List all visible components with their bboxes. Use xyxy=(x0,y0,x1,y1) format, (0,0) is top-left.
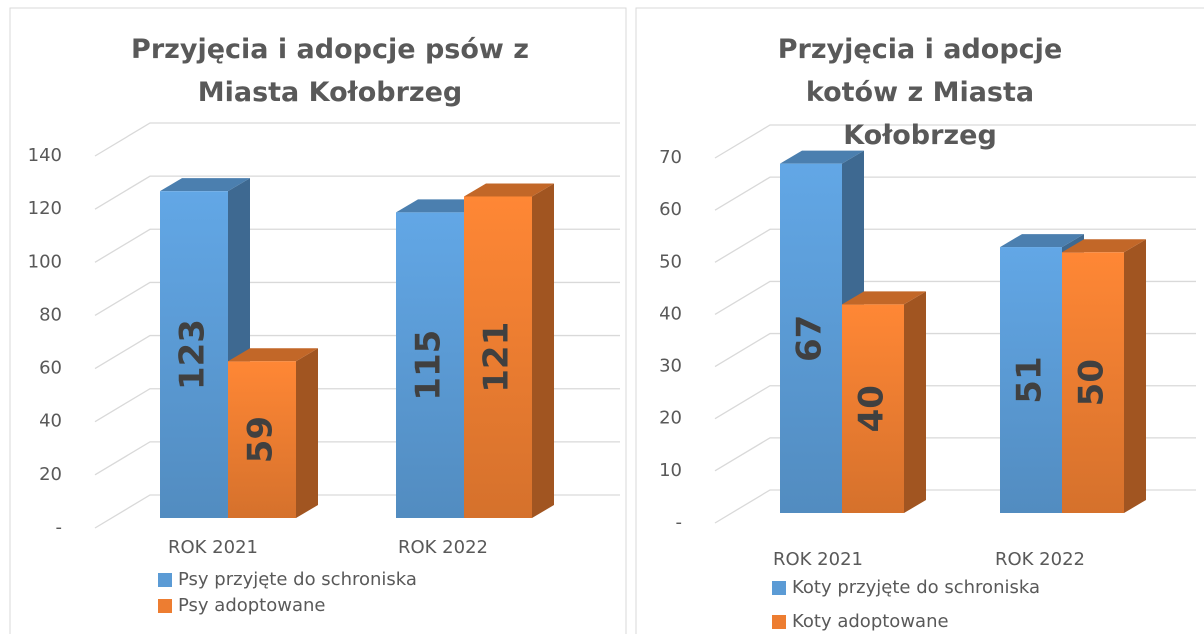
legend-swatch xyxy=(158,573,172,587)
grid-line xyxy=(94,122,620,157)
legend-swatch xyxy=(772,615,786,629)
bar-top xyxy=(780,150,864,164)
bar-top xyxy=(464,183,554,197)
x-tick-label: ROK 2022 xyxy=(995,549,1085,570)
bar xyxy=(228,361,296,518)
data-label: 51 xyxy=(1010,356,1050,403)
bar xyxy=(160,191,228,518)
data-label: 123 xyxy=(173,319,213,390)
legend-label: Psy adoptowane xyxy=(178,595,326,616)
bar-side xyxy=(532,183,554,518)
y-tick-label: 140 xyxy=(28,145,62,166)
bar xyxy=(464,196,532,518)
bar xyxy=(780,163,842,513)
bar xyxy=(1062,252,1124,514)
chart-title: Przyjęcia i adopcje kotów z Miasta Kołob… xyxy=(777,34,1063,151)
y-tick-label: 50 xyxy=(659,251,682,272)
y-tick-label: 60 xyxy=(39,358,62,379)
legend-label: Psy przyjęte do schroniska xyxy=(178,569,417,590)
bar-top xyxy=(160,178,250,192)
chart-title: Przyjęcia i adopcje psów z Miasta Kołobr… xyxy=(131,34,529,108)
legend-label: Koty przyjęte do schroniska xyxy=(792,577,1040,598)
y-tick-label: - xyxy=(56,517,63,538)
y-tick-label: 10 xyxy=(659,460,682,481)
chart-panel xyxy=(635,7,1204,634)
data-label: 115 xyxy=(409,330,449,401)
legend-swatch xyxy=(772,581,786,595)
y-tick-label: 60 xyxy=(659,199,682,220)
bar-top xyxy=(842,291,926,305)
y-tick-label: 120 xyxy=(28,198,62,219)
y-tick-label: 40 xyxy=(659,303,682,324)
x-tick-label: ROK 2022 xyxy=(398,537,488,558)
grid-line xyxy=(94,175,620,210)
data-label: 59 xyxy=(241,416,281,463)
bar xyxy=(842,304,904,513)
y-tick-label: 30 xyxy=(659,356,682,377)
bar-top xyxy=(228,348,318,362)
y-tick-label: 70 xyxy=(659,147,682,168)
y-tick-label: 20 xyxy=(659,408,682,429)
bar-top xyxy=(1062,239,1146,253)
bar-top xyxy=(396,199,486,213)
chart-panel xyxy=(9,7,627,634)
bar-side xyxy=(1124,239,1146,514)
legend-label: Koty adoptowane xyxy=(792,611,949,632)
data-label: 67 xyxy=(790,315,830,362)
x-tick-label: ROK 2021 xyxy=(773,549,863,570)
grid-line xyxy=(714,228,1196,263)
bar-top xyxy=(1000,234,1084,248)
bar xyxy=(1000,247,1062,514)
x-tick-label: ROK 2021 xyxy=(168,537,258,558)
legend-swatch xyxy=(158,599,172,613)
y-tick-label: 80 xyxy=(39,304,62,325)
data-label: 40 xyxy=(852,385,892,432)
data-label: 121 xyxy=(477,322,517,393)
bar-side xyxy=(296,348,318,518)
grid-line xyxy=(714,124,1196,159)
y-tick-label: - xyxy=(676,512,683,533)
y-tick-label: 20 xyxy=(39,464,62,485)
y-tick-label: 40 xyxy=(39,411,62,432)
y-tick-label: 100 xyxy=(28,251,62,272)
data-label: 50 xyxy=(1072,359,1112,406)
grid-line xyxy=(714,176,1196,211)
bar xyxy=(396,212,464,518)
bar-side xyxy=(904,291,926,513)
